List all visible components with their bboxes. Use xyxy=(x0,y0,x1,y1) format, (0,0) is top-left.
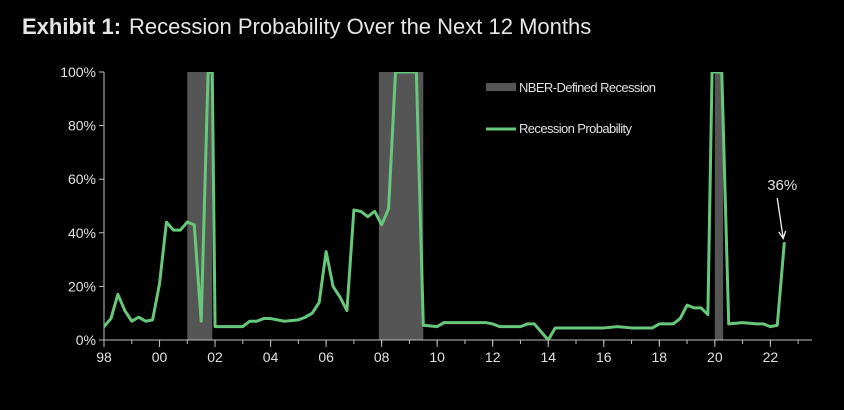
x-tick-label: 18 xyxy=(652,349,668,365)
y-tick-label: 60% xyxy=(68,171,96,187)
series-line-1 xyxy=(104,72,786,340)
chart-annotations: 36% xyxy=(767,177,797,240)
y-tick-label: 0% xyxy=(76,332,96,348)
x-tick-label: 22 xyxy=(763,349,779,365)
chart-axes: 0% 20% 40% 60% 80% 100% 98 00 02 04 06 08 10 12 14 16 18… xyxy=(60,64,812,365)
exhibit-separator: : xyxy=(113,14,122,39)
chart-legend: NBER-Defined Recession Recession Probabil… xyxy=(486,80,656,136)
x-tick-label: 20 xyxy=(707,349,723,365)
x-tick-label: 10 xyxy=(429,349,445,365)
chart-title: Recession Probability Over the Next 12 M… xyxy=(129,14,592,39)
x-tick-label: 08 xyxy=(374,349,390,365)
x-tick-label: 02 xyxy=(207,349,223,365)
x-tick-label: 14 xyxy=(540,349,556,365)
x-tick-label: 06 xyxy=(318,349,334,365)
y-tick-label: 20% xyxy=(68,278,96,294)
exhibit-title: Exhibit 1: Recession Probability Over the… xyxy=(22,14,591,40)
y-tick-label: 40% xyxy=(68,225,96,241)
legend-label-probability: Recession Probability xyxy=(519,121,633,136)
recession-band-2 xyxy=(378,72,424,340)
recession-bands xyxy=(187,72,724,340)
chart-series xyxy=(104,72,786,340)
legend-swatch-recession xyxy=(486,83,516,91)
annotation-arrow-head xyxy=(778,230,787,240)
annotation-arrow-shaft xyxy=(776,197,784,239)
recession-band-3 xyxy=(714,72,724,340)
legend-label-recession: NBER-Defined Recession xyxy=(519,80,656,95)
y-tick-label: 80% xyxy=(68,118,96,134)
x-tick-label: 00 xyxy=(152,349,168,365)
x-tick-label: 98 xyxy=(96,349,112,365)
annotation-label-1: 36% xyxy=(767,177,797,194)
y-tick-label: 100% xyxy=(60,64,96,80)
x-tick-label: 04 xyxy=(263,349,279,365)
x-tick-label: 12 xyxy=(485,349,501,365)
x-tick-label: 16 xyxy=(596,349,612,365)
exhibit-label: Exhibit 1 xyxy=(22,14,114,39)
